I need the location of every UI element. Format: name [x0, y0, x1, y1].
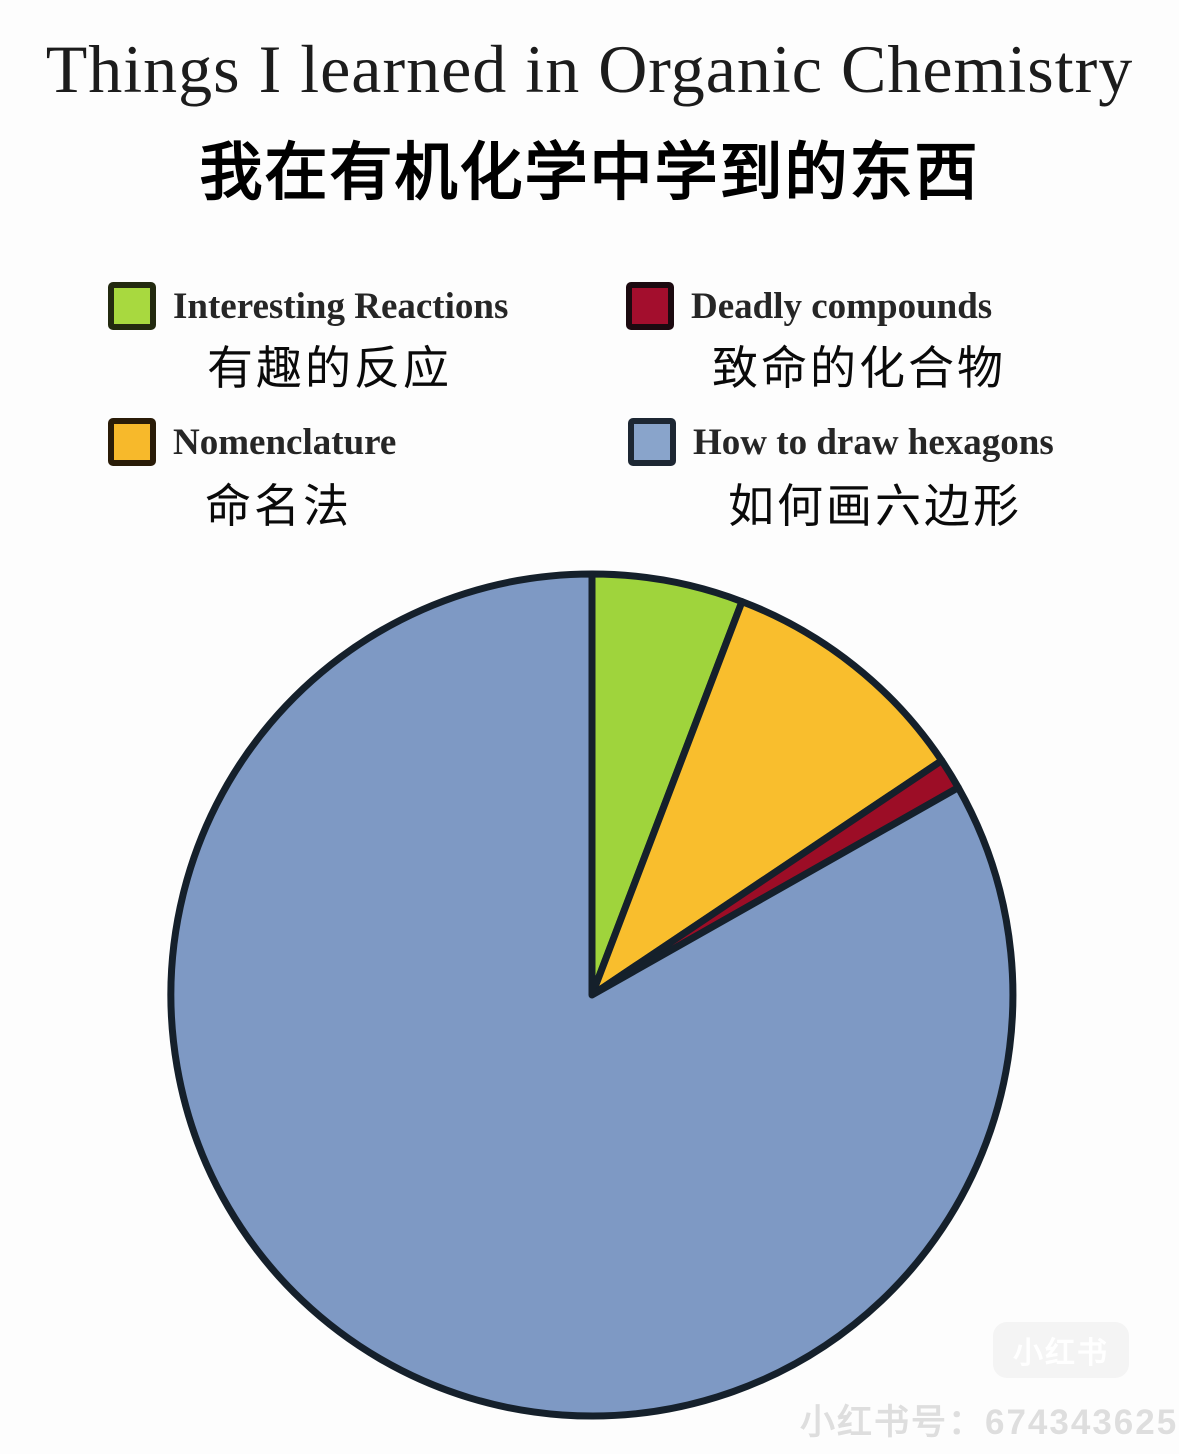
page-title: Things I learned in Organic Chemistry: [45, 31, 1134, 107]
legend-label-how-to-draw-hexagons: How to draw hexagons: [693, 421, 1054, 463]
legend-item-interesting-reactions: Interesting Reactions: [108, 282, 508, 330]
legend-swatch-how-to-draw-hexagons: [628, 418, 676, 466]
legend-label-deadly-compounds: Deadly compounds: [691, 285, 993, 327]
legend-label-nomenclature: Nomenclature: [173, 421, 397, 463]
legend-label-zh-nomenclature: 命名法: [205, 480, 352, 532]
xiaohongshu-account-watermark: 小红书号：674343625: [800, 1403, 1179, 1442]
page-title-chinese: 我在有机化学中学到的东西: [199, 138, 980, 208]
pie-slice-nomenclature: [588, 598, 946, 999]
legend-item-nomenclature: Nomenclature: [108, 418, 396, 466]
legend-label-zh-deadly-compounds: 致命的化合物: [712, 342, 1006, 394]
xiaohongshu-logo-watermark: 小红书: [993, 1322, 1129, 1378]
legend-swatch-deadly-compounds: [626, 282, 674, 330]
legend-swatch-nomenclature: [108, 418, 156, 466]
legend-label-zh-how-to-draw-hexagons: 如何画六边形: [728, 480, 1022, 532]
legend-item-how-to-draw-hexagons: How to draw hexagons: [628, 418, 1054, 466]
pie-slices: [167, 570, 1017, 1420]
legend-label-zh-interesting-reactions: 有趣的反应: [207, 342, 452, 394]
pie-slice-how-to-draw-hexagons: [167, 570, 1017, 1420]
legend-swatch-interesting-reactions: [108, 282, 156, 330]
legend-item-deadly-compounds: Deadly compounds: [626, 282, 992, 330]
legend-label-interesting-reactions: Interesting Reactions: [173, 285, 509, 327]
